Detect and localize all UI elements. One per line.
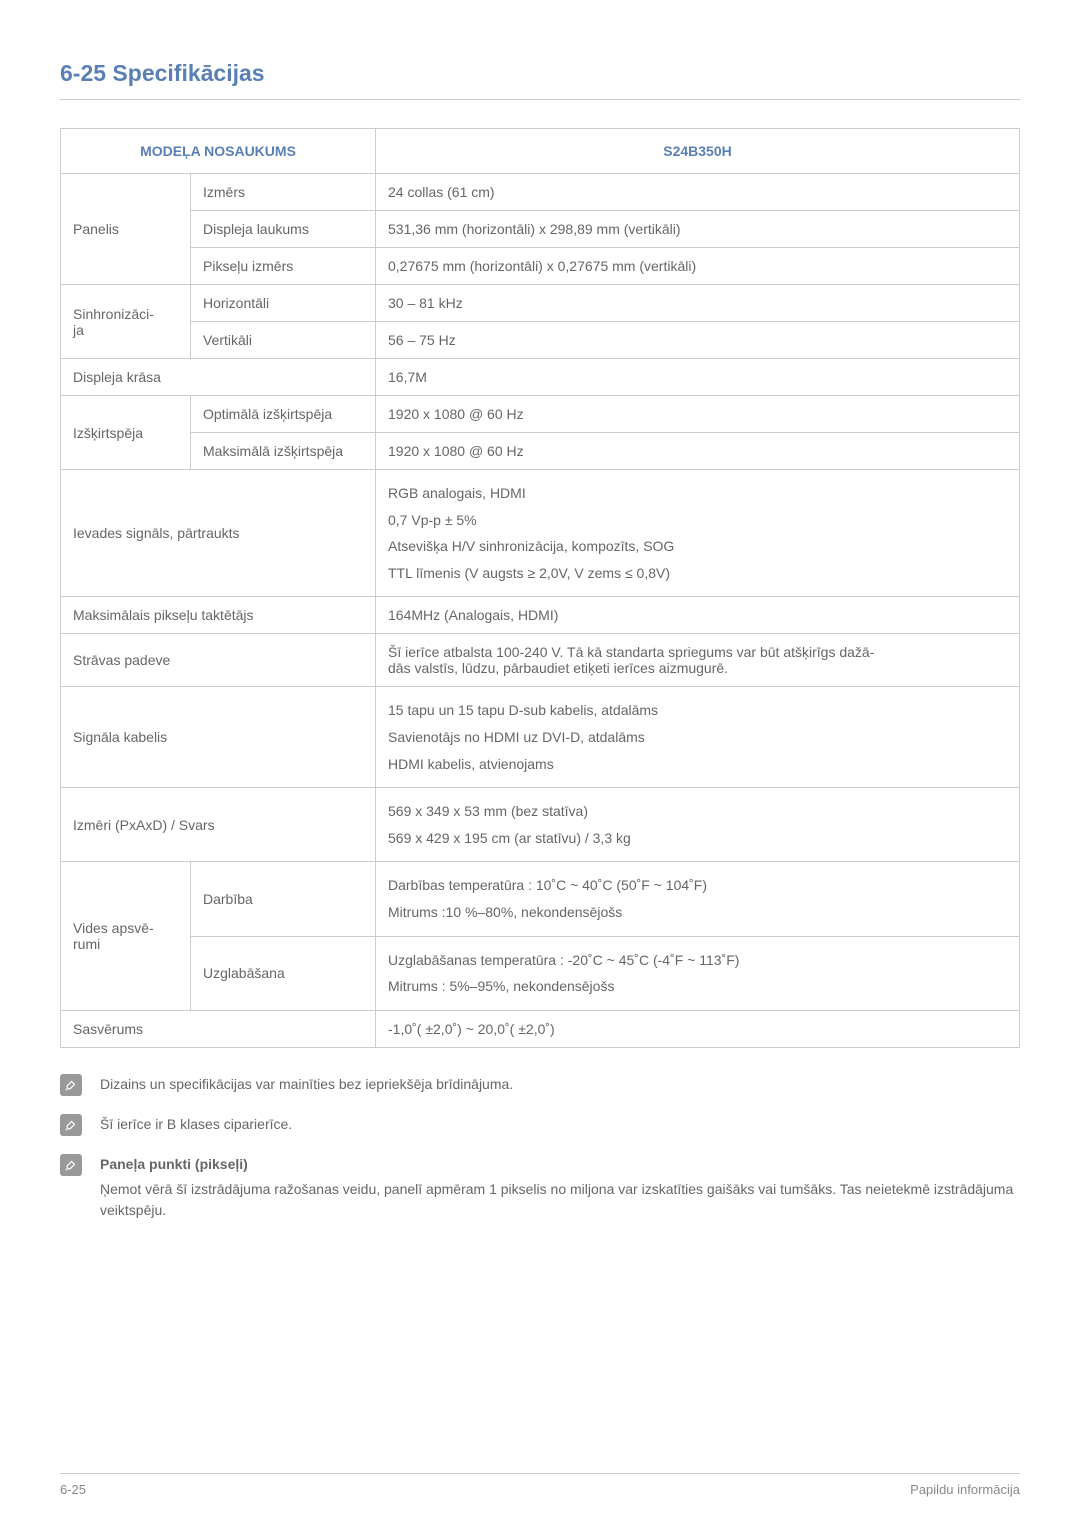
row-label: Vides apsvē- rumi	[61, 862, 191, 1010]
table-header-value: S24B350H	[376, 129, 1020, 174]
row-sublabel: Pikseļu izmērs	[191, 248, 376, 285]
note-text: Dizains un specifikācijas var mainīties …	[100, 1074, 1020, 1095]
row-value: RGB analogais, HDMI 0,7 Vp-p ± 5% Atsevi…	[376, 470, 1020, 597]
row-value: 15 tapu un 15 tapu D-sub kabelis, atdalā…	[376, 687, 1020, 788]
note-text: Ņemot vērā šī izstrādājuma ražošanas vei…	[100, 1179, 1020, 1221]
note-item: Paneļa punkti (pikseļi) Ņemot vērā šī iz…	[60, 1154, 1020, 1221]
section-heading: 6-25 Specifikācijas	[60, 60, 1020, 100]
row-value: 0,27675 mm (horizontāli) x 0,27675 mm (v…	[376, 248, 1020, 285]
row-label: Signāla kabelis	[61, 687, 376, 788]
row-value: 30 – 81 kHz	[376, 285, 1020, 322]
row-sublabel: Optimālā izšķirtspēja	[191, 396, 376, 433]
row-label: Displeja krāsa	[61, 359, 376, 396]
note-icon	[60, 1074, 82, 1096]
row-value: 1920 x 1080 @ 60 Hz	[376, 396, 1020, 433]
footer-left: 6-25	[60, 1482, 86, 1497]
footer-right: Papildu informācija	[910, 1482, 1020, 1497]
row-value: Darbības temperatūra : 10˚C ~ 40˚C (50˚F…	[376, 862, 1020, 936]
row-value: 164MHz (Analogais, HDMI)	[376, 597, 1020, 634]
row-label: Maksimālais pikseļu taktētājs	[61, 597, 376, 634]
note-title: Paneļa punkti (pikseļi)	[100, 1154, 1020, 1175]
note-item: Dizains un specifikācijas var mainīties …	[60, 1074, 1020, 1096]
row-sublabel: Displeja laukums	[191, 211, 376, 248]
row-label: Izšķirtspēja	[61, 396, 191, 470]
page-footer: 6-25 Papildu informācija	[60, 1473, 1020, 1497]
note-icon	[60, 1154, 82, 1176]
notes-section: Dizains un specifikācijas var mainīties …	[60, 1074, 1020, 1221]
row-value: 24 collas (61 cm)	[376, 174, 1020, 211]
row-value: Šī ierīce atbalsta 100-240 V. Tā kā stan…	[376, 634, 1020, 687]
row-value: Uzglabāšanas temperatūra : -20˚C ~ 45˚C …	[376, 936, 1020, 1010]
row-value: 16,7M	[376, 359, 1020, 396]
row-sublabel: Izmērs	[191, 174, 376, 211]
note-icon	[60, 1114, 82, 1136]
note-text: Šī ierīce ir B klases ciparierīce.	[100, 1114, 1020, 1135]
table-header-model: MODEĻA NOSAUKUMS	[61, 129, 376, 174]
row-sublabel: Darbība	[191, 862, 376, 936]
row-label: Sinhronizāci- ja	[61, 285, 191, 359]
row-value: 1920 x 1080 @ 60 Hz	[376, 433, 1020, 470]
row-sublabel: Horizontāli	[191, 285, 376, 322]
row-label: Strāvas padeve	[61, 634, 376, 687]
row-label: Panelis	[61, 174, 191, 285]
row-sublabel: Vertikāli	[191, 322, 376, 359]
row-label: Izmēri (PxAxD) / Svars	[61, 788, 376, 862]
row-sublabel: Maksimālā izšķirtspēja	[191, 433, 376, 470]
note-item: Šī ierīce ir B klases ciparierīce.	[60, 1114, 1020, 1136]
row-value: 531,36 mm (horizontāli) x 298,89 mm (ver…	[376, 211, 1020, 248]
row-value: -1,0˚( ±2,0˚) ~ 20,0˚( ±2,0˚)	[376, 1010, 1020, 1047]
row-label: Ievades signāls, pārtraukts	[61, 470, 376, 597]
row-label: Sasvērums	[61, 1010, 376, 1047]
row-value: 56 – 75 Hz	[376, 322, 1020, 359]
row-sublabel: Uzglabāšana	[191, 936, 376, 1010]
row-value: 569 x 349 x 53 mm (bez statīva) 569 x 42…	[376, 788, 1020, 862]
specifications-table: MODEĻA NOSAUKUMS S24B350H Panelis Izmērs…	[60, 128, 1020, 1048]
